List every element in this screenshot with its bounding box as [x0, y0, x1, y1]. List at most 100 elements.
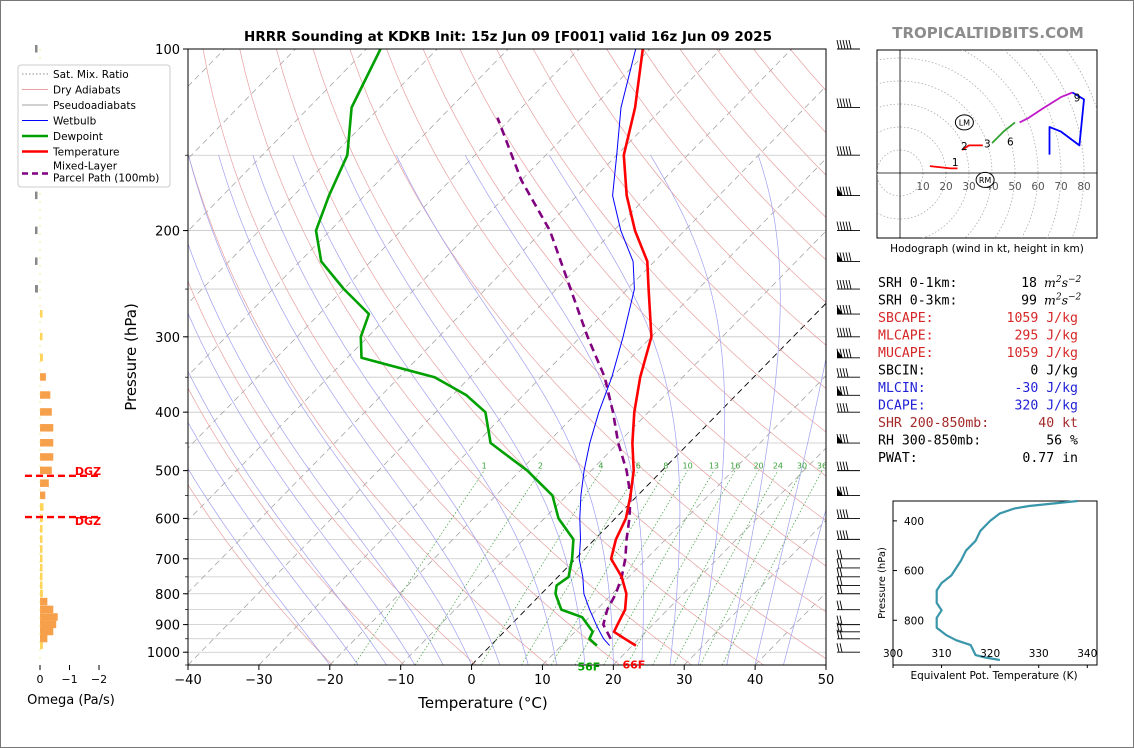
- wind-barb: [836, 186, 860, 197]
- legend-label: Temperature: [52, 147, 120, 159]
- theta-e-panel: 300 310 320 330 340 400 600 800: [883, 499, 1097, 668]
- index-label: RH 300-850mb:: [878, 434, 981, 449]
- barb-feather: [836, 530, 840, 540]
- barb-feather: [839, 643, 843, 653]
- moist-adiabat: [464, 155, 644, 665]
- index-value: 99: [1021, 294, 1037, 309]
- omega-bar: [40, 605, 54, 614]
- wind-barb: [836, 600, 860, 611]
- index-unit: m2s−2: [1044, 275, 1082, 290]
- mixing-ratio-line: [626, 470, 736, 665]
- barb-feather: [842, 368, 846, 378]
- theta-e-line: [935, 499, 1078, 662]
- barb-feather: [845, 186, 849, 196]
- omega-bar: [35, 191, 38, 200]
- barb-feather: [836, 629, 840, 639]
- moist-adiabat: [339, 155, 586, 665]
- index-value: 0.77 in: [1022, 451, 1078, 466]
- dgz-label: DGZ: [75, 465, 101, 478]
- x-tick-label: 40: [747, 673, 764, 688]
- barb-feather: [836, 643, 840, 653]
- wind-barb: [836, 221, 860, 232]
- mixing-ratio-label: 1: [482, 462, 487, 471]
- hodograph-trace: [1048, 91, 1085, 155]
- hodograph-height-label: 2: [961, 141, 968, 153]
- mixing-ratio-label: 2: [538, 462, 543, 471]
- barb-feather: [842, 279, 846, 290]
- legend-label-line: Temperature: [52, 147, 120, 159]
- unit-part: 2: [1055, 275, 1062, 285]
- moist-adiabat: [188, 421, 359, 665]
- omega-bar: [35, 226, 38, 235]
- barb-feather: [836, 39, 840, 50]
- mixing-ratio-label: 13: [709, 462, 719, 471]
- barb-feather: [839, 39, 843, 50]
- barb-feather: [848, 98, 852, 108]
- omega-x-tick-label: −1: [61, 673, 77, 686]
- hodograph-ring-label: 20: [939, 181, 952, 193]
- barb-feather: [842, 403, 846, 413]
- index-row: RH 300-850mb: 56 %: [878, 434, 1078, 449]
- dry-adiabat: [188, 484, 333, 665]
- omega-bar: [40, 563, 43, 572]
- barb-feather: [839, 327, 843, 337]
- barb-pennant: [837, 435, 843, 444]
- omega-axis-title: Omega (Pa/s): [27, 693, 115, 708]
- omega-bar: [40, 525, 43, 533]
- isotherm: [1, 49, 12, 665]
- barb-feather: [848, 327, 852, 337]
- barb-feather: [836, 567, 840, 577]
- index-value: 320 J/kg: [1014, 399, 1078, 414]
- storm-motion-label: RM: [979, 176, 992, 185]
- index-value: 56 %: [1046, 434, 1078, 449]
- omega-bar: [40, 391, 51, 399]
- barb-feather: [839, 461, 843, 471]
- wind-barb: [836, 403, 860, 413]
- hodograph-height-label: 6: [1007, 136, 1014, 148]
- unit-part: m: [1044, 293, 1056, 308]
- barb-feather: [845, 279, 849, 290]
- index-value: 1059 J/kg: [1007, 311, 1078, 326]
- omega-bar: [40, 408, 52, 416]
- index-row: SHR 200-850mb: 40 kt: [878, 416, 1078, 431]
- barb-feather: [848, 221, 852, 231]
- barb-feather: [836, 146, 840, 156]
- index-label: SRH 0-1km:: [878, 276, 957, 291]
- barb-feather: [842, 461, 846, 471]
- wind-barb: [836, 549, 860, 560]
- mixing-ratio-line: [414, 470, 541, 665]
- moist-adiabat: [783, 508, 826, 665]
- wind-barb: [836, 39, 860, 50]
- legend-label-line: Sat. Mix. Ratio: [53, 69, 129, 81]
- omega-bar: [40, 581, 43, 589]
- theta-e-frame: [892, 500, 1098, 666]
- index-row: MLCAPE: 295 J/kg: [878, 329, 1078, 344]
- dry-adiabat: [188, 387, 405, 665]
- dry-adiabat: [312, 49, 826, 660]
- mixing-ratio-line: [480, 470, 602, 665]
- omega-bar: [40, 545, 43, 553]
- barb-feather: [845, 348, 849, 358]
- barb-feather: [839, 530, 843, 540]
- theta-e-x-title: Equivalent Pot. Temperature (K): [910, 670, 1077, 682]
- moist-adiabat: [726, 155, 781, 665]
- index-row: SRH 0-3km: 99 m2s−2: [878, 293, 1082, 309]
- y-tick-label: 200: [155, 225, 180, 240]
- index-label: MLCIN:: [878, 381, 926, 396]
- barb-feather: [845, 433, 849, 444]
- index-row: MUCAPE: 1059 J/kg: [878, 346, 1078, 361]
- moist-adiabat: [252, 155, 529, 665]
- x-tick-label: 50: [818, 673, 835, 688]
- wind-barb: [836, 279, 860, 290]
- legend-box: [17, 64, 171, 188]
- barb-feather: [836, 368, 840, 378]
- barb-feather: [836, 403, 840, 413]
- omega-bar: [35, 285, 38, 293]
- mixing-ratio-line: [603, 470, 715, 665]
- wind-barb: [836, 461, 860, 472]
- mixed-layer-line: [496, 117, 632, 640]
- mixing-ratio-label: 16: [730, 462, 740, 471]
- index-label: DCAPE:: [878, 399, 926, 414]
- barb-feather: [848, 304, 852, 315]
